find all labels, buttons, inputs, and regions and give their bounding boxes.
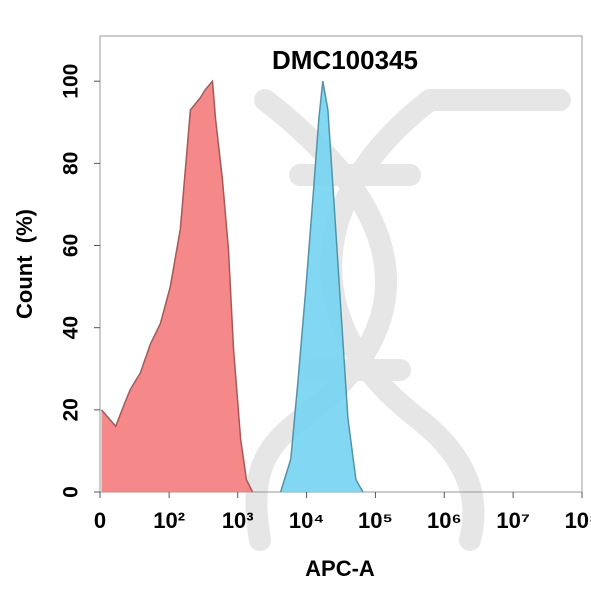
x-axis-label: APC-A bbox=[305, 556, 375, 581]
x-tick-label: 10⁷ bbox=[496, 508, 530, 533]
area-outline bbox=[279, 81, 364, 493]
x-tick-label: 10² bbox=[153, 508, 185, 533]
y-tick-label: 40 bbox=[60, 316, 83, 339]
x-tick-label: 10⁵ bbox=[358, 508, 393, 533]
chart-title: DMC100345 bbox=[272, 45, 418, 75]
x-tick-label: 10³ bbox=[222, 508, 254, 533]
y-tick-label: 80 bbox=[60, 152, 83, 175]
x-tick-label: 10⁴ bbox=[289, 508, 324, 533]
area bbox=[280, 81, 363, 493]
area-outline bbox=[100, 79, 254, 493]
y-tick-label: 20 bbox=[60, 398, 83, 421]
x-tick-label: 0 bbox=[94, 508, 106, 533]
y-tick-label: 100 bbox=[60, 64, 83, 99]
y-tick-label: 0 bbox=[60, 486, 83, 498]
y-axis-label: Count (%) bbox=[12, 209, 37, 319]
x-tick-label: 10⁸ bbox=[565, 508, 591, 533]
y-tick-label: 60 bbox=[60, 234, 83, 257]
x-tick-label: 10⁶ bbox=[427, 508, 462, 533]
area bbox=[101, 81, 253, 493]
